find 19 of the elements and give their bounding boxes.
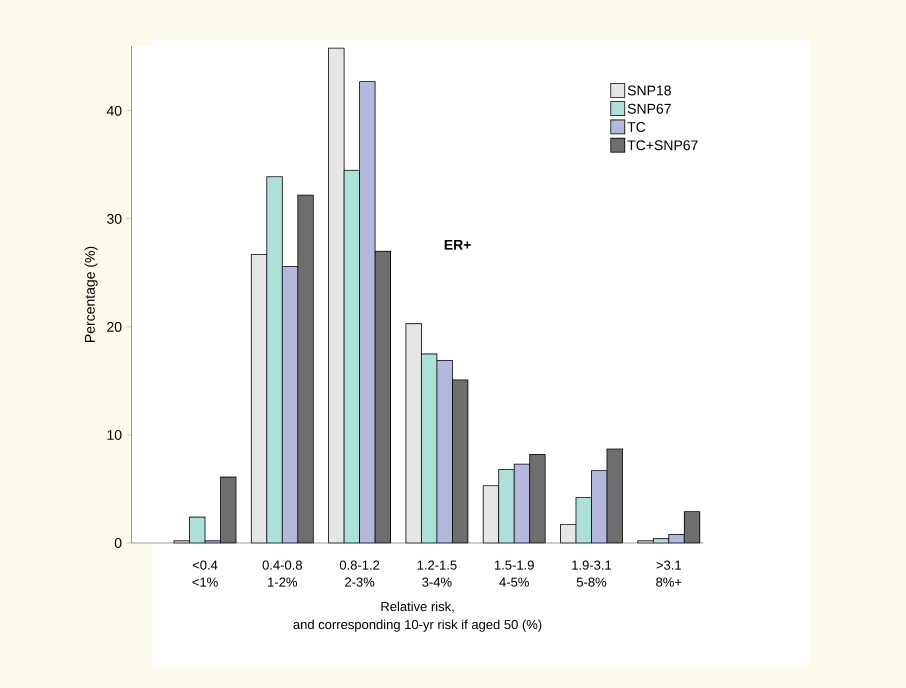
annotation: ER+ [444, 240, 471, 250]
x-tick-label: 0.4-0.8 1-2% [262, 560, 302, 587]
x-tick-label: >3.1 8%+ [656, 560, 682, 587]
x-tick-label: <0.4 <1% [192, 560, 218, 587]
x-tick-label: 1.9-3.1 5-8% [572, 560, 612, 587]
y-tick-label: 0 [114, 538, 122, 548]
legend-label: TC [627, 122, 646, 132]
legend-label: TC+SNP67 [627, 140, 698, 150]
y-tick-label: 30 [107, 214, 122, 224]
x-tick-label: 1.5-1.9 4-5% [494, 560, 534, 587]
x-tick-label: 0.8-1.2 2-3% [340, 560, 380, 587]
legend-label: SNP67 [628, 104, 671, 114]
y-axis-title: Percentage (%) [84, 246, 98, 342]
legend-label: SNP18 [628, 86, 671, 96]
y-tick-label: 10 [108, 430, 122, 440]
x-axis-title: Relative risk, and corresponding 10-yr risk if aged 50 (%) [293, 602, 542, 632]
y-tick-label: 40 [106, 106, 122, 116]
x-tick-label: 1.2-1.5 3-4% [418, 560, 457, 587]
y-tick-label: 20 [107, 322, 122, 332]
